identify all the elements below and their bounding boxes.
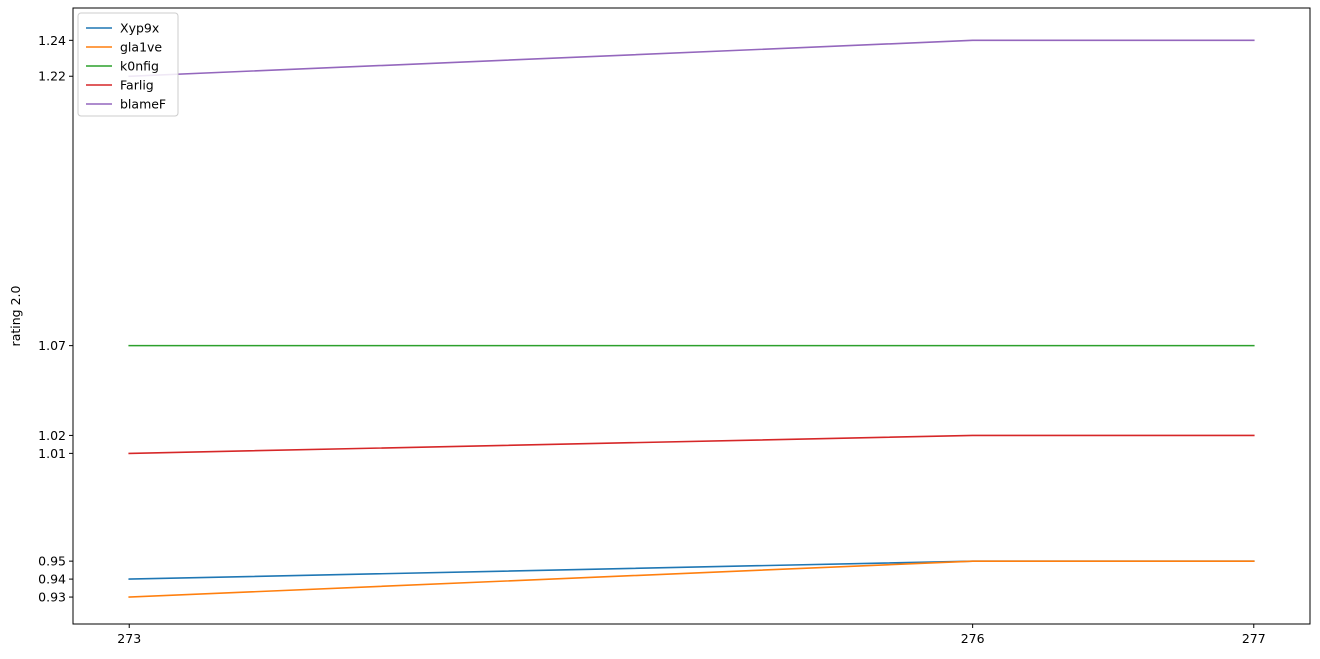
y-axis: 0.93 0.94 0.95 1.01 1.02 1.07 1.22 1.24 bbox=[38, 33, 73, 605]
series-line-Farlig bbox=[128, 434, 1255, 455]
series-line-gla1ve bbox=[128, 560, 1255, 598]
plot-frame bbox=[72, 7, 1311, 625]
legend: Xyp9x gla1ve k0nfig Farlig blameF bbox=[77, 12, 179, 117]
y-tick-label: 1.01 bbox=[38, 446, 66, 461]
x-tick-label: 273 bbox=[117, 631, 141, 646]
legend-label-k0nfig: k0nfig bbox=[120, 59, 159, 74]
y-tick-label: 0.95 bbox=[38, 554, 66, 569]
legend-label-gla1ve: gla1ve bbox=[120, 40, 162, 55]
series-lines bbox=[128, 39, 1255, 598]
x-axis: 273 276 277 bbox=[117, 624, 1266, 646]
legend-label-Xyp9x: Xyp9x bbox=[120, 21, 159, 36]
y-tick-label: 1.22 bbox=[38, 69, 66, 84]
y-tick-label: 1.24 bbox=[38, 33, 66, 48]
y-tick-label: 1.07 bbox=[38, 338, 66, 353]
x-tick-label: 277 bbox=[1242, 631, 1266, 646]
legend-label-blameF: blameF bbox=[120, 97, 166, 112]
legend-box bbox=[77, 12, 179, 117]
series-line-Xyp9x bbox=[128, 560, 1255, 580]
y-tick-label: 1.02 bbox=[38, 428, 66, 443]
legend-label-Farlig: Farlig bbox=[120, 78, 154, 93]
y-tick-label: 0.93 bbox=[38, 590, 66, 605]
y-axis-title: rating 2.0 bbox=[8, 286, 23, 347]
x-tick-label: 276 bbox=[961, 631, 985, 646]
series-line-blameF bbox=[128, 39, 1255, 78]
y-tick-label: 0.94 bbox=[38, 572, 66, 587]
